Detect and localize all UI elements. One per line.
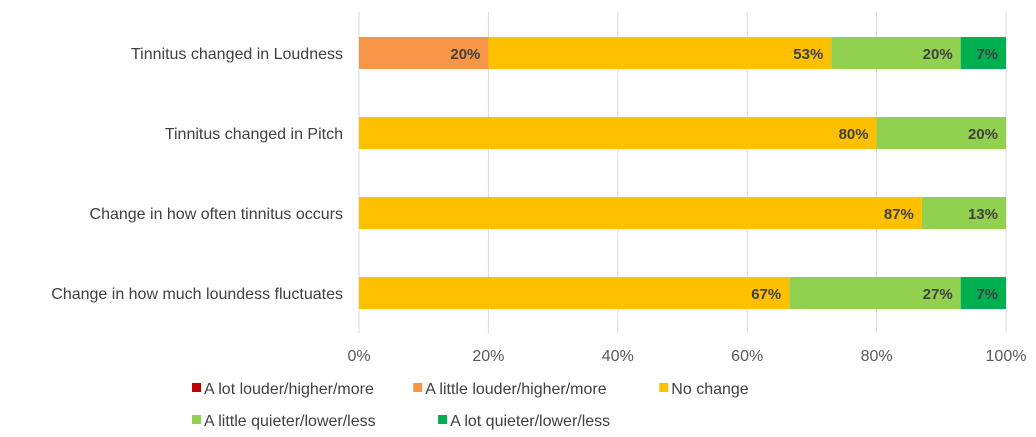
category-label: Tinnitus changed in Pitch [165,126,343,143]
bar-segment [359,117,877,149]
legend: A lot louder/higher/more A little louder/… [192,381,749,430]
data-label: 20% [923,46,953,63]
legend-entry: A lot louder/higher/more [204,381,374,398]
data-label: 7% [976,286,998,303]
legend-swatch [413,383,423,392]
legend-entry: A lot quieter/lower/less [450,413,610,430]
x-axis-tick-labels: 0% 20% 40% 60% 80% 100% [347,348,1026,365]
legend-entry: No change [671,381,748,398]
legend-swatch [438,415,448,424]
data-label: 87% [884,206,914,223]
category-label: Change in how much loundess fluctuates [51,286,343,303]
bars: 20% 53% 20% 7% 80% 20% 87% 13% 67% 27% 7% [359,37,1006,309]
bar-segment [960,277,1006,309]
category-label: Tinnitus changed in Loudness [131,46,343,63]
bar-segment [359,197,922,229]
legend-swatch [192,383,201,392]
bar-segment [359,277,790,309]
category-label: Change in how often tinnitus occurs [90,206,343,223]
legend-swatch [192,415,201,424]
bar-segment [831,37,961,69]
data-label: 27% [923,286,953,303]
bar-segment [488,37,832,69]
data-label: 80% [839,126,869,143]
legend-swatch [659,383,669,392]
data-label: 20% [450,46,480,63]
bar-segment [789,277,961,309]
category-labels: Tinnitus changed in Loudness Tinnitus cha… [51,46,343,303]
x-tick-label: 80% [861,348,893,365]
bar-segment [876,117,1006,149]
data-label: 13% [968,206,998,223]
x-tick-label: 100% [986,348,1027,365]
data-label: 20% [968,126,998,143]
data-label: 53% [793,46,823,63]
bar-segment [921,197,1006,229]
bar-segment [960,37,1006,69]
data-label: 67% [751,286,781,303]
x-tick-label: 0% [347,348,370,365]
data-label: 7% [976,46,998,63]
legend-entry: A little louder/higher/more [425,381,607,398]
x-tick-label: 40% [602,348,634,365]
x-tick-label: 20% [472,348,504,365]
x-tick-label: 60% [731,348,763,365]
bar-segment [359,37,489,69]
legend-entry: A little quieter/lower/less [204,413,376,430]
